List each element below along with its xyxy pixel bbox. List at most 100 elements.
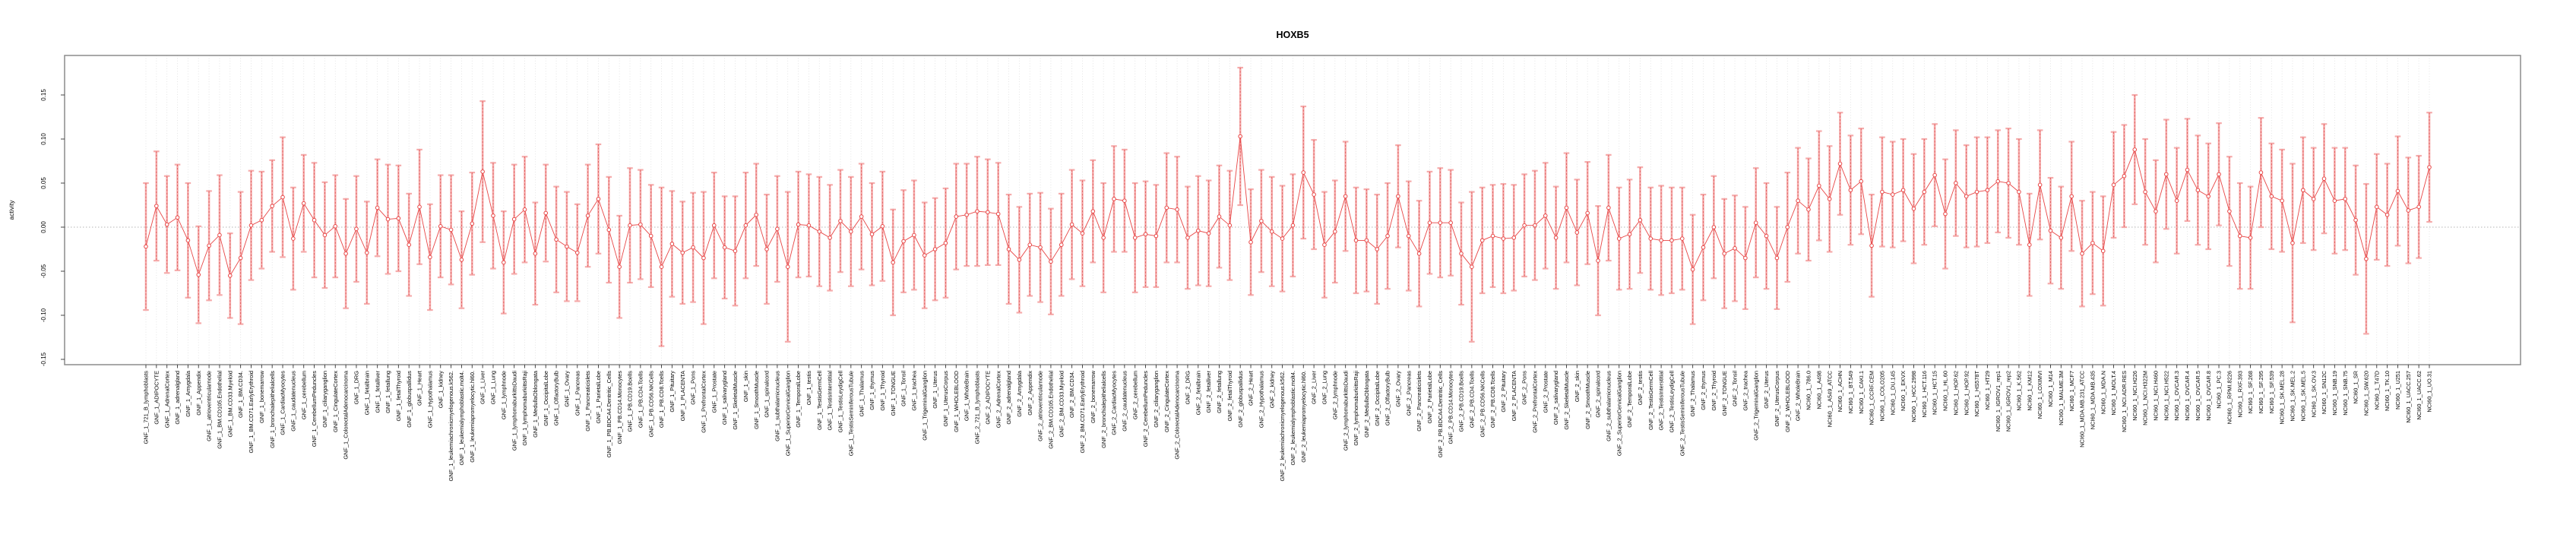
svg-text:GNF_2_skin: GNF_2_skin (1574, 371, 1581, 402)
svg-text:NCI60_1_HCC.2998: NCI60_1_HCC.2998 (1910, 371, 1917, 422)
svg-text:GNF_1_thymus: GNF_1_thymus (869, 371, 875, 410)
svg-text:GNF_2_721_B_lymphoblasts: GNF_2_721_B_lymphoblasts (974, 371, 981, 444)
svg-text:GNF_1_721_B_lymphoblasts: GNF_1_721_B_lymphoblasts (143, 371, 150, 444)
svg-text:GNF_2_fetallung: GNF_2_fetallung (1216, 371, 1223, 413)
svg-text:GNF_2_lymphomaburkittsDaudi: GNF_2_lymphomaburkittsDaudi (1342, 371, 1349, 451)
svg-text:NCI60_1_HOP.62: NCI60_1_HOP.62 (1952, 371, 1959, 416)
svg-text:GNF_2_SuperiorCervicalGanglion: GNF_2_SuperiorCervicalGanglion (1616, 371, 1622, 456)
svg-text:GNF_2_bronchialepithelialcells: GNF_2_bronchialepithelialcells (1100, 371, 1107, 448)
svg-text:NCI60_1_OVCAR.5: NCI60_1_OVCAR.5 (2195, 371, 2201, 421)
svg-text:GNF_1_ParietalLobe: GNF_1_ParietalLobe (595, 371, 602, 423)
svg-text:GNF_2_TONGUE: GNF_2_TONGUE (1721, 371, 1728, 416)
svg-text:NCI60_1_HOP.92: NCI60_1_HOP.92 (1963, 371, 1970, 416)
svg-text:GNF_1_PrefrontalCortex: GNF_1_PrefrontalCortex (701, 371, 707, 433)
svg-text:GNF_1_Pancreas: GNF_1_Pancreas (574, 371, 581, 416)
svg-text:-0.10: -0.10 (40, 308, 47, 322)
svg-text:GNF_2_spinalcord: GNF_2_spinalcord (1595, 371, 1602, 418)
svg-text:NCI60_1_SK.MEL.5: NCI60_1_SK.MEL.5 (2299, 371, 2306, 422)
svg-text:GNF_2_subthalamicnucleus: GNF_2_subthalamicnucleus (1605, 371, 1612, 441)
svg-text:GNF_2_PB.CD14.Monocytes: GNF_2_PB.CD14.Monocytes (1448, 371, 1454, 444)
svg-text:GNF_2_bonemarrow: GNF_2_bonemarrow (1090, 370, 1097, 423)
y-axis-labels: -0.15 -0.10 -0.05 0.00 0.05 0.10 0.15 (40, 89, 47, 366)
svg-text:GNF_2_fetalbrain: GNF_2_fetalbrain (1195, 371, 1201, 415)
svg-text:GNF_2_ciliaryganglion: GNF_2_ciliaryganglion (1153, 371, 1160, 428)
svg-text:GNF_2_Pituitary: GNF_2_Pituitary (1500, 371, 1507, 413)
svg-text:GNF_1_Uterus: GNF_1_Uterus (932, 371, 938, 409)
svg-text:NCI60_1_HL.60: NCI60_1_HL.60 (1942, 371, 1949, 411)
svg-text:NCI60_1_OVCAR.3: NCI60_1_OVCAR.3 (2173, 371, 2180, 421)
svg-text:GNF_2_PLACENTA: GNF_2_PLACENTA (1511, 371, 1517, 421)
svg-text:NCI60_1_BT.549: NCI60_1_BT.549 (1847, 371, 1854, 413)
svg-text:GNF_2_PrefrontalCortex: GNF_2_PrefrontalCortex (1532, 371, 1539, 433)
svg-text:GNF_2_Heart: GNF_2_Heart (1248, 371, 1255, 406)
series-line (145, 136, 2430, 277)
svg-text:GNF_1_Prostate: GNF_1_Prostate (710, 371, 717, 413)
svg-text:GNF_1_PB.CD8.Tcells: GNF_1_PB.CD8.Tcells (658, 371, 665, 428)
svg-text:GNF_1_atrioventricularnode: GNF_1_atrioventricularnode (206, 371, 213, 441)
svg-text:GNF_1_BM.CD33.Myeloid: GNF_1_BM.CD33.Myeloid (226, 371, 233, 438)
svg-text:GNF_2_TestisLeydigCell: GNF_2_TestisLeydigCell (1669, 371, 1676, 433)
svg-text:GNF_1_TemporalLobe: GNF_1_TemporalLobe (795, 371, 802, 428)
svg-text:GNF_1_Tonsil: GNF_1_Tonsil (900, 371, 907, 406)
svg-text:GNF_1_SkeletalMuscle: GNF_1_SkeletalMuscle (732, 371, 739, 430)
svg-text:GNF_2_leukemiapromyelocytic.hl: GNF_2_leukemiapromyelocytic.hl60. (1300, 371, 1307, 463)
svg-text:GNF_2_TrigeminalGanglion: GNF_2_TrigeminalGanglion (1752, 371, 1759, 441)
svg-text:NCI60_1_UACC.257: NCI60_1_UACC.257 (2405, 371, 2412, 423)
svg-text:GNF_2_leukemiachronicmyelogeno: GNF_2_leukemiachronicmyelogenous.k562. (1279, 371, 1286, 481)
svg-text:GNF_1_SmoothMuscle: GNF_1_SmoothMuscle (753, 371, 760, 429)
svg-text:NCI60_1_HS578T: NCI60_1_HS578T (1973, 371, 1980, 417)
svg-text:NCI60_1_EKVX: NCI60_1_EKVX (1900, 371, 1907, 411)
svg-text:GNF_2_Lung: GNF_2_Lung (1321, 371, 1328, 404)
svg-text:GNF_2_AdrenalCortex: GNF_2_AdrenalCortex (995, 371, 1002, 428)
svg-text:GNF_1_CingulateCortex: GNF_1_CingulateCortex (332, 371, 339, 432)
svg-text:GNF_1_fetallung: GNF_1_fetallung (385, 371, 391, 413)
svg-text:GNF_1_BM.CD105.Endothelial: GNF_1_BM.CD105.Endothelial (217, 371, 223, 449)
data-points (144, 134, 2432, 278)
svg-text:GNF_1_PLACENTA: GNF_1_PLACENTA (679, 371, 686, 421)
svg-text:GNF_1_WHOLEBLOOD: GNF_1_WHOLEBLOOD (953, 371, 960, 432)
svg-text:GNF_2_globuspallidus: GNF_2_globuspallidus (1237, 371, 1244, 428)
svg-text:NCI60_1_MALME.3M: NCI60_1_MALME.3M (2058, 371, 2065, 425)
svg-text:-0.05: -0.05 (40, 264, 47, 278)
svg-text:NCI60_1_SF.295: NCI60_1_SF.295 (2258, 371, 2264, 413)
svg-text:GNF_1_TrigeminalGanglion: GNF_1_TrigeminalGanglion (921, 371, 928, 441)
svg-text:GNF_2_PB.CD4.Tcells: GNF_2_PB.CD4.Tcells (1468, 371, 1475, 428)
svg-text:NCI60_1_UO.31: NCI60_1_UO.31 (2426, 371, 2433, 413)
svg-text:GNF_2_PB.CD56.NKCells: GNF_2_PB.CD56.NKCells (1479, 371, 1486, 438)
svg-text:GNF_1_Pituitary: GNF_1_Pituitary (669, 371, 676, 413)
svg-text:GNF_1_trachea: GNF_1_trachea (910, 370, 917, 410)
svg-text:GNF_2_adrenalgland: GNF_2_adrenalgland (1005, 371, 1012, 425)
svg-text:NCI60_1_TK.10: NCI60_1_TK.10 (2384, 371, 2391, 411)
svg-text:NCI60_1_COLO205: NCI60_1_COLO205 (1879, 371, 1886, 422)
svg-text:GNF_2_TestisSeminiferousTubule: GNF_2_TestisSeminiferousTubule (1679, 371, 1685, 456)
svg-text:GNF_2_salivarygland: GNF_2_salivarygland (1552, 371, 1559, 425)
svg-text:GNF_1_leukemiachronicmyelogeno: GNF_1_leukemiachronicmyelogenous.k562. (448, 371, 454, 481)
svg-text:0.00: 0.00 (40, 221, 47, 233)
svg-text:GNF_1_ciliaryganglion: GNF_1_ciliaryganglion (321, 371, 328, 428)
svg-text:GNF_2_PB.CD19.Bcells: GNF_2_PB.CD19.Bcells (1458, 371, 1465, 432)
svg-text:GNF_2_TemporalLobe: GNF_2_TemporalLobe (1626, 371, 1633, 428)
svg-text:GNF_1_PB.BDCA4.Dentritic_Cells: GNF_1_PB.BDCA4.Dentritic_Cells (606, 371, 612, 457)
svg-text:GNF_1_fetalThyroid: GNF_1_fetalThyroid (395, 371, 402, 422)
svg-text:NCI60_1_KM12: NCI60_1_KM12 (2026, 371, 2033, 411)
svg-text:NCI60_1_OVCAR.8: NCI60_1_OVCAR.8 (2205, 371, 2212, 421)
svg-text:GNF_1_caudatenucleus: GNF_1_caudatenucleus (290, 371, 296, 432)
x-axis-labels: GNF_1_721_B_lymphoblasts GNF_1_ADIPOCYTE G… (143, 370, 2433, 481)
svg-text:NCI60_1_SNB.75: NCI60_1_SNB.75 (2342, 371, 2349, 416)
svg-text:GNF_2_OlfactoryBulb: GNF_2_OlfactoryBulb (1385, 371, 1391, 425)
svg-text:NCI60_1_A549_ATCC: NCI60_1_A549_ATCC (1826, 370, 1833, 427)
svg-text:GNF_1_PB.CD56.NKCells: GNF_1_PB.CD56.NKCells (647, 371, 654, 438)
svg-text:NCI60_1_OVCAR.4: NCI60_1_OVCAR.4 (2184, 371, 2191, 421)
svg-text:GNF_1_Ovary: GNF_1_Ovary (564, 371, 571, 407)
svg-text:GNF_2_fetalliver: GNF_2_fetalliver (1205, 370, 1212, 413)
svg-text:NCI60_1_MDA.N: NCI60_1_MDA.N (2100, 371, 2106, 414)
svg-text:GNF_2_atrioventricularnode: GNF_2_atrioventricularnode (1037, 371, 1044, 441)
svg-text:GNF_1_Thyroid: GNF_1_Thyroid (879, 371, 886, 411)
svg-text:GNF_2_WHOLEBLOOD: GNF_2_WHOLEBLOOD (1784, 371, 1791, 432)
svg-text:NCI60_1_A498: NCI60_1_A498 (1815, 371, 1822, 409)
x-axis-ticks (145, 365, 2430, 368)
svg-text:NCI60_1_RXF.393: NCI60_1_RXF.393 (2236, 371, 2243, 418)
svg-text:GNF_1_PB.CD19.Bcells: GNF_1_PB.CD19.Bcells (627, 371, 634, 432)
svg-text:GNF_2_MedullaOblongata: GNF_2_MedullaOblongata (1363, 370, 1370, 438)
